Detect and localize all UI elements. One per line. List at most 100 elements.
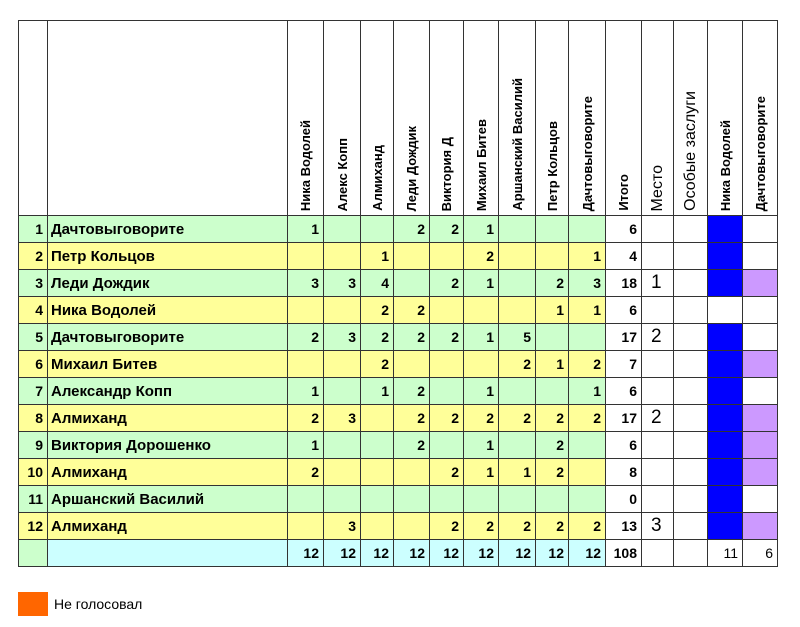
- vote-cell: 2: [393, 431, 430, 459]
- column-total: 12: [463, 539, 499, 567]
- award-dacht-cell: [742, 404, 778, 432]
- participant-name: Виктория Дорошенко: [47, 431, 288, 459]
- award-nika-cell: [707, 512, 743, 540]
- vote-cell: 2: [463, 242, 499, 270]
- column-header: Дачтовыговорите: [742, 20, 778, 216]
- column-header-label: Место: [648, 164, 666, 211]
- merits-cell: [673, 458, 708, 486]
- table-row: 12 Алмиханд 3 2 2 2 2 2 13 3: [18, 512, 778, 540]
- vote-cell: 1: [287, 377, 324, 405]
- column-header-label: Дачтовыговорите: [752, 95, 768, 211]
- column-header-label: Леди Дождик: [404, 125, 419, 211]
- merits-cell: [673, 215, 708, 243]
- column-header-label: Ника Водолей: [298, 119, 313, 211]
- vote-cell: [323, 242, 361, 270]
- table-row: 4 Ника Водолей 2 2 1 1 6: [18, 296, 778, 324]
- vote-cell: [287, 296, 324, 324]
- total-cell: 6: [605, 431, 642, 459]
- vote-cell: 2: [498, 404, 536, 432]
- legend-swatch-not-voted: [18, 592, 48, 616]
- column-total: 12: [323, 539, 361, 567]
- vote-cell: 3: [323, 323, 361, 351]
- column-total: 12: [360, 539, 394, 567]
- row-number: 4: [18, 296, 48, 324]
- participant-name: Дачтовыговорите: [47, 323, 288, 351]
- column-header-label: Ника Водолей: [717, 119, 733, 211]
- vote-cell: 1: [360, 377, 394, 405]
- vote-cell: [535, 242, 569, 270]
- row-number: 8: [18, 404, 48, 432]
- vote-cell: [429, 296, 464, 324]
- vote-cell: 2: [360, 350, 394, 378]
- award-nika-cell: [707, 215, 743, 243]
- totals-place-blank: [641, 539, 674, 567]
- vote-cell: 1: [498, 458, 536, 486]
- column-header: Алмиханд: [360, 20, 394, 216]
- column-header-label: Петр Кольцов: [544, 120, 560, 211]
- vote-cell: 3: [323, 404, 361, 432]
- totals-row: 12 12 12 12 12 12 12 12 12 108 11 6: [18, 539, 778, 567]
- table-row: 9 Виктория Дорошенко 1 2 1 2 6: [18, 431, 778, 459]
- vote-cell: [393, 485, 430, 513]
- merits-cell: [673, 323, 708, 351]
- vote-cell: 2: [535, 512, 569, 540]
- vote-cell: 2: [360, 323, 394, 351]
- vote-cell: 1: [568, 296, 606, 324]
- row-number: 5: [18, 323, 48, 351]
- column-header: Итого: [605, 20, 642, 216]
- vote-cell: [568, 323, 606, 351]
- vote-cell: [393, 512, 430, 540]
- vote-cell: [535, 215, 569, 243]
- vote-cell: 2: [429, 512, 464, 540]
- place-cell: [641, 431, 674, 459]
- award-nika-cell: [707, 242, 743, 270]
- vote-cell: 1: [287, 431, 324, 459]
- vote-cell: [393, 242, 430, 270]
- vote-cell: [393, 350, 430, 378]
- column-header: Петр Кольцов: [535, 20, 569, 216]
- vote-cell: 2: [498, 350, 536, 378]
- vote-cell: [360, 485, 394, 513]
- merits-cell: [673, 350, 708, 378]
- total-cell: 6: [605, 215, 642, 243]
- place-cell: [641, 458, 674, 486]
- total-cell: 0: [605, 485, 642, 513]
- total-cell: 6: [605, 377, 642, 405]
- vote-cell: 2: [568, 512, 606, 540]
- vote-cell: [498, 296, 536, 324]
- column-header: Ника Водолей: [287, 20, 324, 216]
- vote-cell: 3: [323, 512, 361, 540]
- column-total: 12: [535, 539, 569, 567]
- column-header: Алекс Копп: [323, 20, 361, 216]
- award-dacht-cell: [742, 431, 778, 459]
- award-nika-cell: [707, 404, 743, 432]
- vote-cell: 2: [429, 215, 464, 243]
- vote-cell: 1: [568, 377, 606, 405]
- row-number: 6: [18, 350, 48, 378]
- row-number: 9: [18, 431, 48, 459]
- vote-cell: 2: [535, 431, 569, 459]
- table-row: 11 Аршанский Василий 0: [18, 485, 778, 513]
- merits-cell: [673, 404, 708, 432]
- vote-cell: [323, 296, 361, 324]
- vote-cell: 2: [360, 296, 394, 324]
- vote-cell: [360, 404, 394, 432]
- column-header-label: Алмиханд: [369, 145, 385, 211]
- column-header: Михаил Битев: [463, 20, 499, 216]
- award-dacht-cell: [742, 242, 778, 270]
- vote-cell: 2: [429, 323, 464, 351]
- participant-name: Александр Копп: [47, 377, 288, 405]
- vote-cell: [393, 269, 430, 297]
- place-cell: [641, 485, 674, 513]
- header-blank: [18, 20, 48, 216]
- table-row: 5 Дачтовыговорите 2 3 2 2 2 1 5 17 2: [18, 323, 778, 351]
- participant-name: Ника Водолей: [47, 296, 288, 324]
- vote-cell: [323, 485, 361, 513]
- award-dacht-cell: [742, 377, 778, 405]
- vote-cell: 1: [287, 215, 324, 243]
- vote-cell: [429, 242, 464, 270]
- award-dacht-cell: [742, 512, 778, 540]
- vote-cell: [323, 350, 361, 378]
- award-dacht-cell: [742, 350, 778, 378]
- vote-cell: 3: [568, 269, 606, 297]
